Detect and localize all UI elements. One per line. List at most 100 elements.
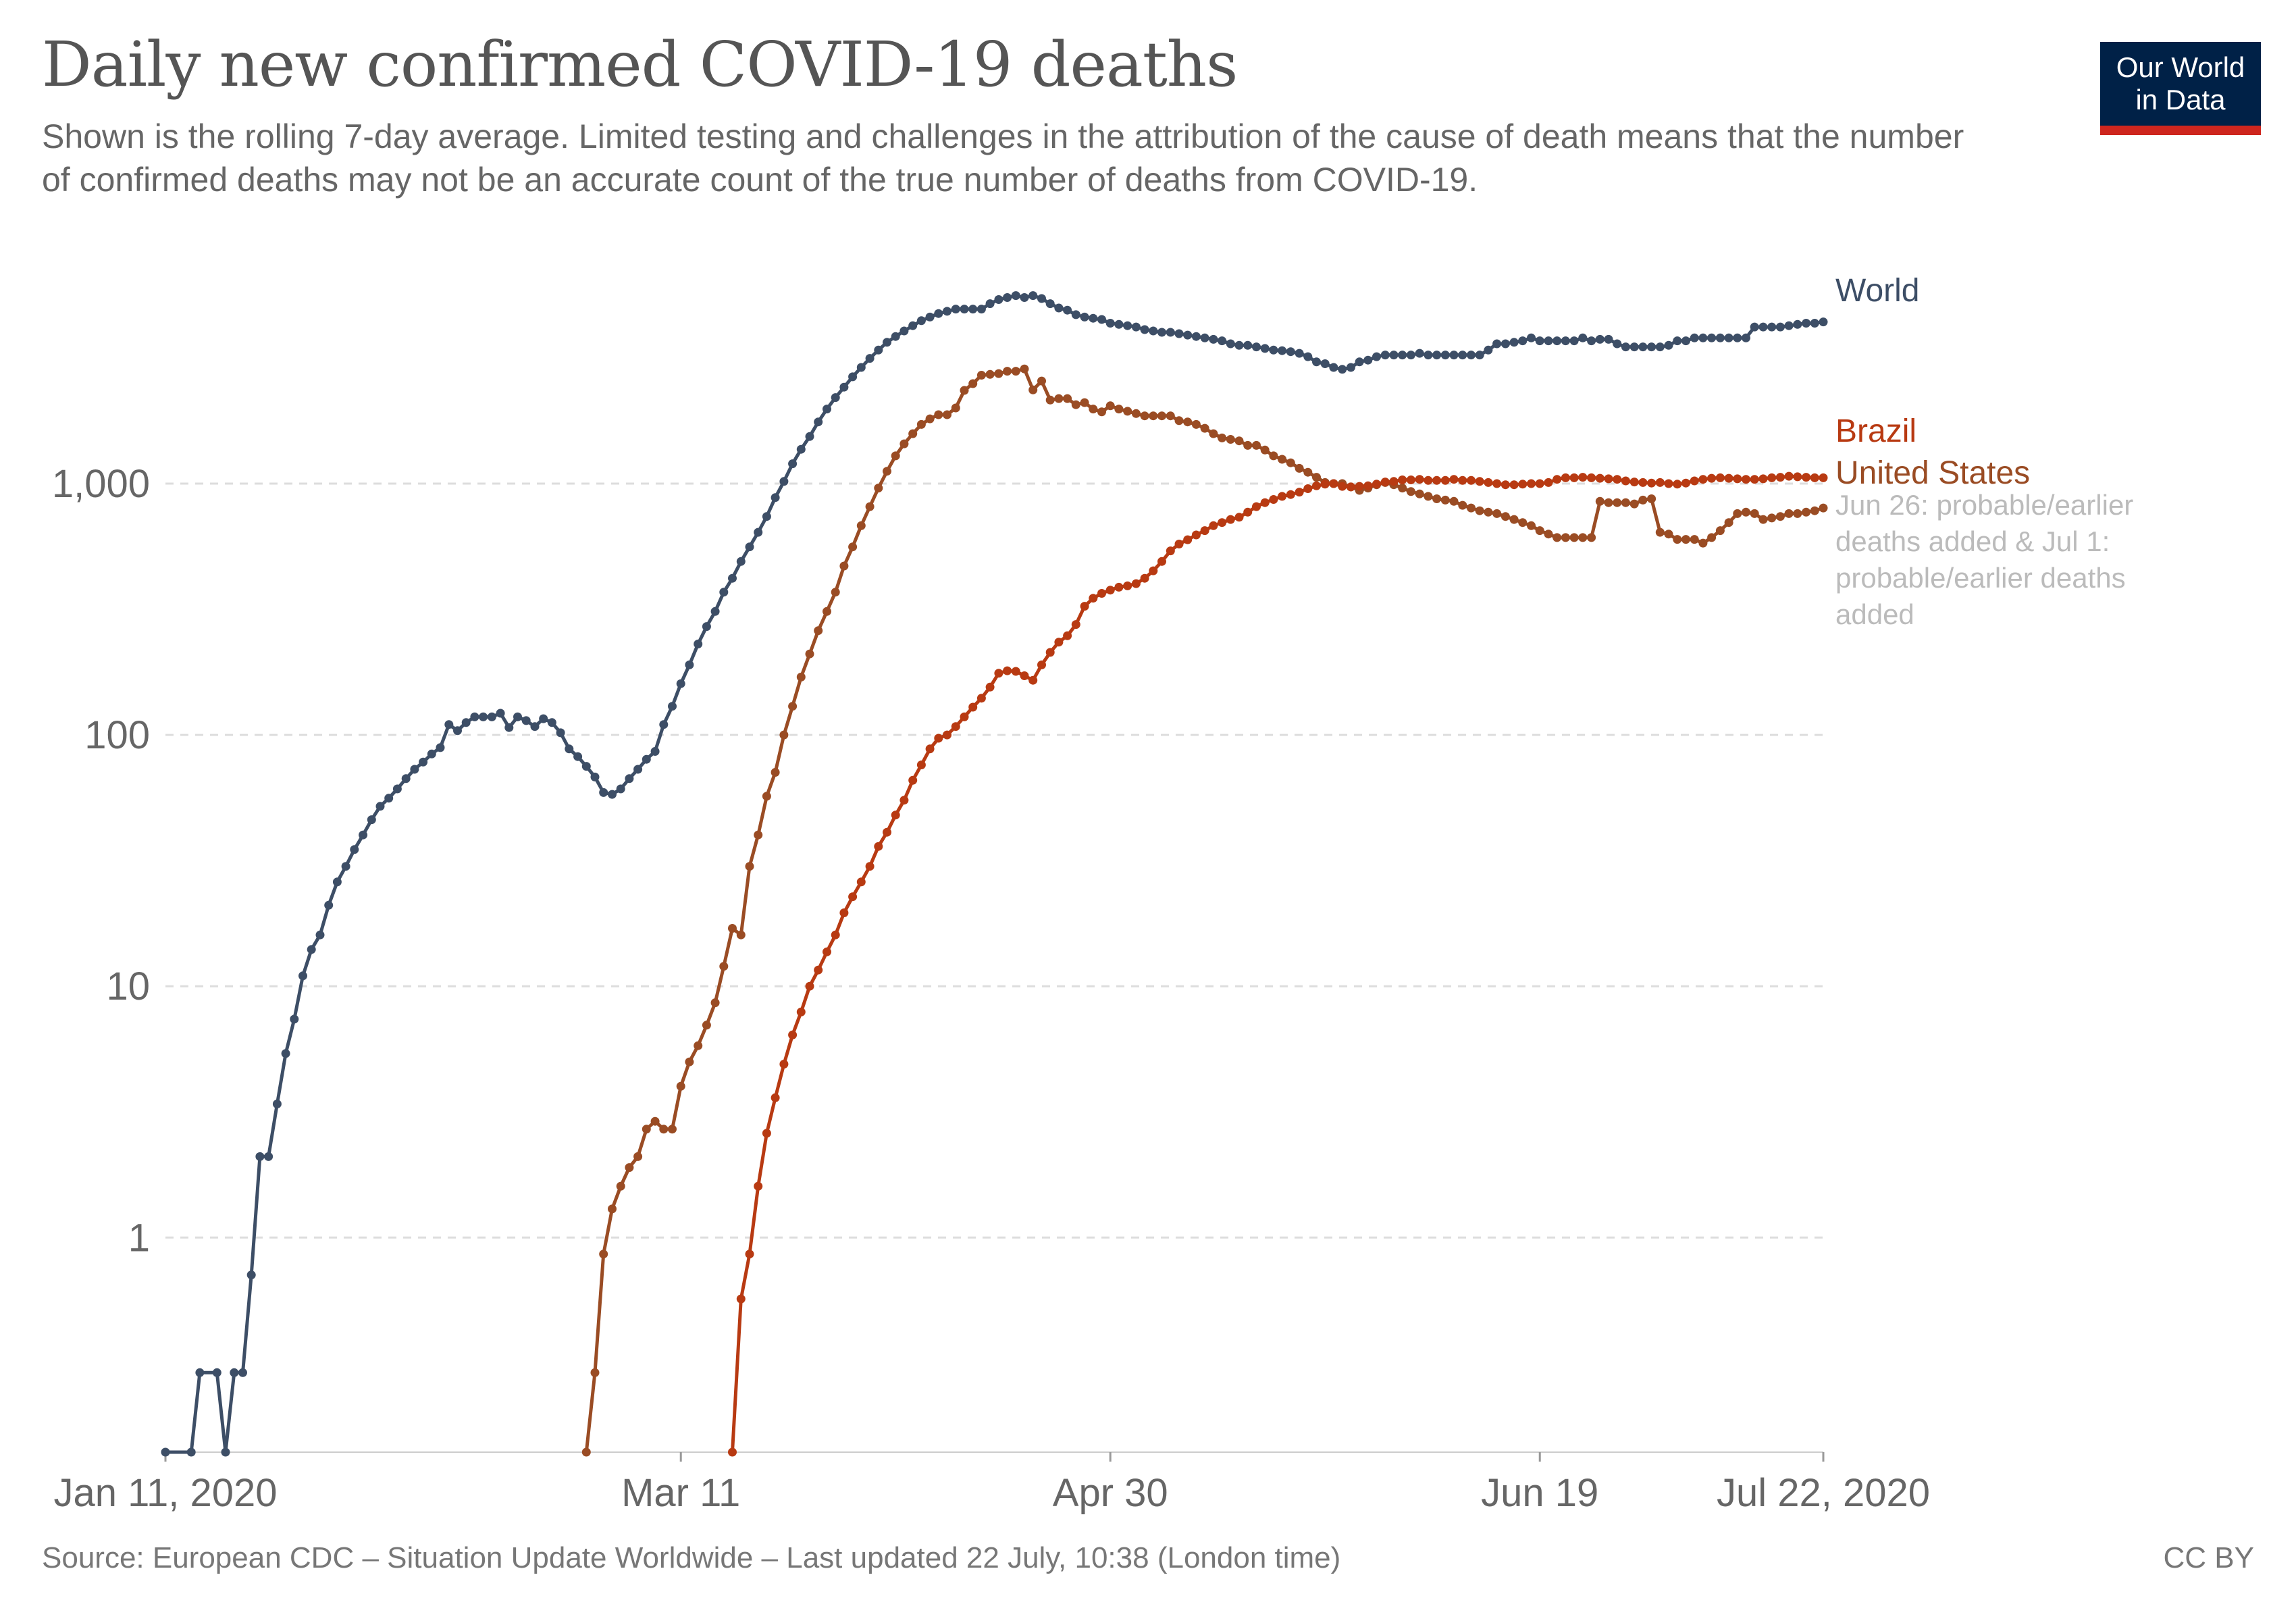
data-point [899,796,909,805]
data-point [1183,330,1193,340]
data-point [1484,478,1493,487]
data-point [1509,515,1519,524]
data-point [1389,477,1399,486]
data-point [951,722,960,731]
data-point [1226,515,1235,524]
data-point [1157,411,1166,421]
series-label-world: World [1835,273,1919,309]
data-point [1784,321,1794,330]
data-point [608,1204,617,1214]
x-tick-label: Jun 19 [1481,1471,1598,1515]
data-point [350,845,359,854]
data-point [1183,535,1193,544]
data-point [332,877,342,887]
data-point [1114,405,1124,414]
data-point [1553,475,1562,484]
data-point [865,862,875,871]
data-point [642,754,651,764]
data-point [255,1152,265,1161]
chart-title: Daily new confirmed COVID-19 deaths [42,28,1238,101]
data-point [994,295,1003,304]
data-point [1492,339,1502,349]
data-point [1595,496,1604,506]
data-point [1363,481,1373,490]
data-point [805,432,814,441]
owid-logo[interactable]: Our World in Data [2100,42,2261,135]
data-point [1793,509,1802,518]
data-point [960,712,969,721]
logo-line-1: Our World [2116,51,2245,83]
data-point [513,712,522,721]
data-point [1690,535,1699,544]
data-point [1449,351,1459,360]
data-point [1655,342,1665,352]
data-point [1492,479,1502,488]
data-point [539,714,548,723]
data-point [839,561,849,571]
data-point [754,830,763,840]
data-point [1174,540,1184,548]
y-tick-label: 1 [128,1216,150,1260]
data-point [1020,293,1029,302]
data-point [1140,325,1149,334]
data-point [1320,359,1330,368]
data-point [1174,416,1184,426]
data-point [1191,530,1201,540]
data-point [1793,319,1802,329]
data-point [1629,478,1639,487]
data-point [865,354,875,363]
data-point [1518,480,1528,489]
data-point [1226,339,1235,349]
data-point [719,962,729,971]
license-link[interactable]: CC BY [2163,1541,2254,1574]
data-point [1097,315,1106,324]
data-point [1767,513,1777,523]
data-point [728,1447,737,1457]
data-point [1767,322,1777,332]
data-point [1647,478,1656,488]
data-point [1544,478,1553,487]
data-point [1105,319,1115,328]
data-point [1329,479,1338,488]
data-point [1415,349,1424,358]
data-point [1252,342,1261,352]
data-point [1011,667,1020,676]
data-point [1742,507,1750,517]
data-point [547,718,556,727]
data-point [556,728,565,738]
data-point [1346,482,1355,492]
data-point [1260,344,1270,353]
data-point [754,1181,763,1191]
data-point [1638,495,1648,505]
data-point [925,312,935,321]
data-point [1191,419,1201,429]
data-point [1810,506,1819,515]
data-point [1527,479,1536,488]
chart-subtitle: Shown is the rolling 7-day average. Limi… [42,118,1964,199]
data-point [1406,351,1415,360]
data-point [1629,499,1639,509]
y-tick-label: 100 [84,713,150,757]
data-point [1372,352,1381,361]
data-point [788,702,798,711]
data-point [719,588,729,597]
data-point [839,382,849,392]
data-point [1114,582,1124,592]
data-point [290,1014,299,1024]
data-point [1183,417,1193,427]
data-point [1440,475,1450,485]
data-point [625,774,634,783]
data-point [796,444,806,454]
data-point [874,484,883,493]
data-point [1149,566,1158,575]
data-point [1750,322,1759,332]
data-point [1338,482,1347,491]
data-point [1535,336,1544,346]
data-point [1775,473,1785,482]
data-point [1209,334,1218,344]
data-point [1467,503,1476,513]
data-point [1458,475,1467,485]
data-point [976,305,986,314]
data-point [1191,332,1201,341]
